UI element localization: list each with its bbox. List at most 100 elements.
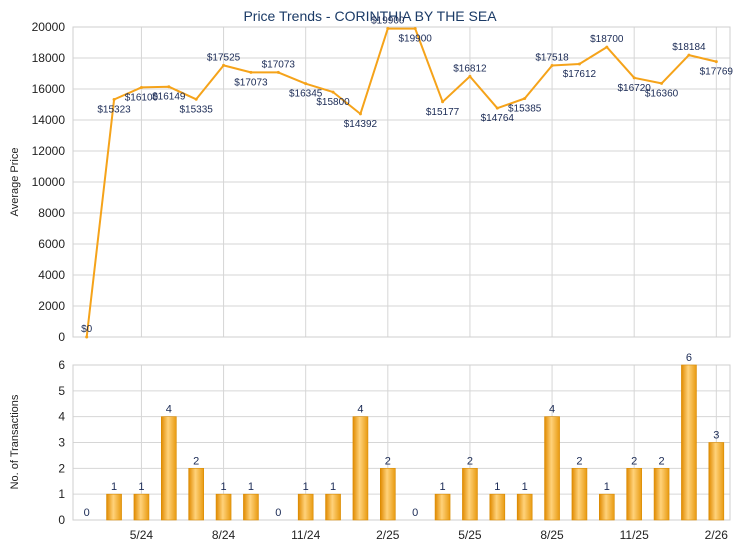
transactions-bar-label: 4: [549, 404, 555, 416]
price-data-point: [495, 106, 499, 110]
price-data-point: [660, 81, 664, 85]
price-data-point: [331, 90, 335, 94]
bar-x-tick-label: 11/25: [620, 528, 649, 542]
price-data-point: [632, 76, 636, 80]
transactions-bar: [325, 493, 341, 521]
transactions-bar-label: 1: [440, 481, 446, 493]
price-data-point: [550, 63, 554, 67]
transactions-bar-label: 0: [275, 507, 281, 519]
price-data-point: [276, 70, 280, 74]
transactions-bar-label: 2: [467, 455, 473, 467]
price-data-point: [249, 70, 253, 74]
price-y-tick-label: 6000: [38, 237, 65, 251]
price-data-point: [222, 63, 226, 67]
transactions-bar-label: 1: [522, 481, 528, 493]
transactions-bar: [243, 493, 259, 521]
transactions-bar-label: 6: [686, 352, 692, 364]
price-data-label: $15800: [316, 97, 350, 108]
price-data-label: $16720: [618, 83, 652, 94]
price-data-point: [687, 53, 691, 57]
price-data-point: [714, 60, 718, 64]
transactions-bar-label: 0: [84, 507, 90, 519]
price-data-label: $15323: [97, 104, 131, 115]
chart-title: Price Trends - CORINTHIA BY THE SEA: [243, 8, 497, 24]
price-y-tick-label: 4000: [38, 268, 65, 282]
price-y-tick-label: 2000: [38, 299, 65, 313]
price-y-tick-label: 20000: [32, 20, 66, 34]
transactions-bar-label: 1: [221, 481, 227, 493]
price-data-label: $16812: [453, 63, 487, 74]
price-line-panel: 0 2000 4000 6000 8000 10000 12000 14000 16000 180…: [32, 16, 734, 344]
transactions-bar: [380, 468, 396, 521]
price-data-point: [85, 335, 89, 339]
price-data-label: $16100: [125, 92, 159, 103]
price-data-point: [358, 112, 362, 116]
transactions-bar: [544, 416, 560, 521]
bar-x-tick-label: 5/25: [458, 528, 482, 542]
price-data-label: $18184: [672, 42, 706, 53]
price-data-label: $17612: [563, 69, 597, 80]
price-data-label: $15177: [426, 107, 460, 118]
bar-x-tick-label: 8/24: [212, 528, 236, 542]
transactions-bar: [516, 493, 533, 521]
price-data-label: $14764: [481, 113, 515, 124]
transactions-bar: [626, 468, 642, 521]
transactions-bar-label: 1: [248, 481, 254, 493]
transactions-bar-label: 1: [138, 481, 144, 493]
bar-y-tick-label: 3: [58, 436, 65, 450]
price-data-point: [112, 97, 116, 101]
price-data-label: $0: [81, 324, 93, 335]
price-data-point: [386, 27, 390, 31]
price-data-label: $17518: [535, 52, 569, 63]
transactions-bar: [681, 364, 697, 521]
transactions-bar-label: 4: [166, 404, 172, 416]
transactions-bar: [188, 468, 204, 521]
transactions-bar-label: 2: [631, 455, 637, 467]
price-y-tick-label: 10000: [32, 175, 66, 189]
price-data-point: [304, 82, 308, 86]
transactions-bar-label: 3: [713, 430, 719, 442]
price-data-point: [139, 85, 143, 89]
price-plot-frame: [72, 26, 731, 338]
bar-y-tick-label: 0: [58, 513, 65, 527]
price-y-tick-label: 12000: [32, 144, 66, 158]
transactions-bar-label: 2: [659, 455, 665, 467]
transactions-bar: [708, 442, 725, 521]
transactions-bar-label: 0: [412, 507, 418, 519]
bar-y-tick-label: 4: [58, 410, 65, 424]
transactions-bar-label: 2: [385, 455, 391, 467]
price-data-point: [468, 74, 472, 78]
price-data-label: $19900: [399, 34, 433, 45]
bar-y-tick-label: 1: [58, 487, 65, 501]
price-y-tick-label: 18000: [32, 51, 66, 65]
transactions-bar: [462, 468, 478, 521]
bar-plot-frame: [72, 364, 731, 521]
price-data-label: $17073: [234, 77, 268, 88]
transactions-bar: [653, 468, 670, 521]
price-y-tick-label: 14000: [32, 113, 66, 127]
transactions-bar-label: 2: [576, 455, 582, 467]
price-data-point: [413, 27, 417, 31]
transactions-bar: [352, 416, 369, 521]
transactions-bar: [133, 493, 150, 521]
bar-x-tick-label: 8/25: [540, 528, 564, 542]
transactions-bar-label: 4: [357, 404, 363, 416]
transactions-bar-label: 1: [604, 481, 610, 493]
bar-y-tick-label: 2: [58, 461, 65, 475]
transactions-bar-label: 2: [193, 455, 199, 467]
transactions-bar: [106, 493, 122, 521]
transactions-y-axis-title: No. of Transactions: [9, 394, 21, 489]
transactions-bar-label: 1: [111, 481, 117, 493]
price-data-label: $16360: [645, 88, 679, 99]
price-data-label: $16345: [289, 89, 323, 100]
price-y-tick-label: 0: [58, 330, 65, 344]
transactions-bar: [489, 493, 506, 521]
bar-x-tick-label: 2/25: [376, 528, 400, 542]
bar-y-tick-label: 6: [58, 358, 65, 372]
price-data-label: $18700: [590, 34, 624, 45]
price-data-label: $15385: [508, 104, 542, 115]
bar-y-tick-label: 5: [58, 384, 65, 398]
price-data-point: [577, 62, 581, 66]
